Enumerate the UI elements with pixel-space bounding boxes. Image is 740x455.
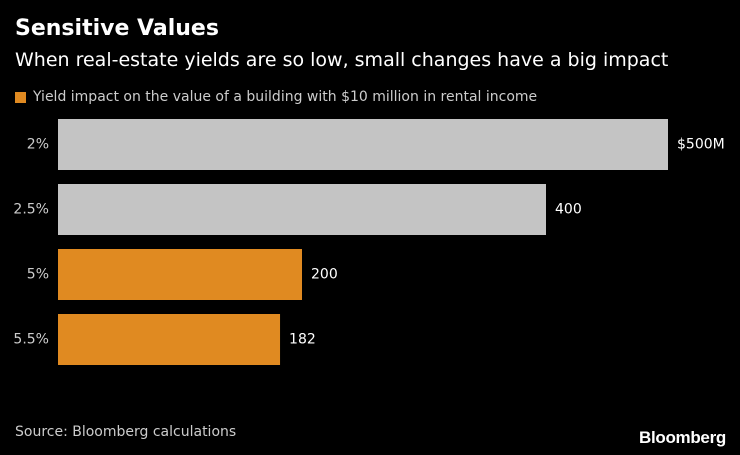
category-label-2: 2.5%: [13, 202, 49, 218]
value-label-3: 200: [311, 267, 338, 283]
value-label-4: 182: [289, 332, 316, 348]
value-label-1: $500M: [677, 137, 725, 153]
chart-title: Sensitive Values: [15, 16, 219, 41]
bar-1: [58, 119, 668, 170]
category-label-3: 5%: [27, 267, 49, 283]
legend-swatch: [15, 91, 26, 103]
legend: Yield impact on the value of a building …: [15, 87, 537, 107]
bar-4: [58, 314, 281, 365]
value-label-2: 400: [555, 202, 582, 218]
source-note: Source: Bloomberg calculations: [15, 424, 237, 440]
legend-label: Yield impact on the value of a building …: [33, 89, 538, 105]
bar-2: [58, 184, 546, 235]
category-label-1: 2%: [27, 137, 49, 153]
bloomberg-logo: Bloomberg: [638, 428, 726, 447]
chart-subtitle: When real-estate yields are so low, smal…: [15, 49, 669, 71]
bar-3: [58, 249, 302, 300]
category-label-4: 5.5%: [13, 332, 49, 348]
